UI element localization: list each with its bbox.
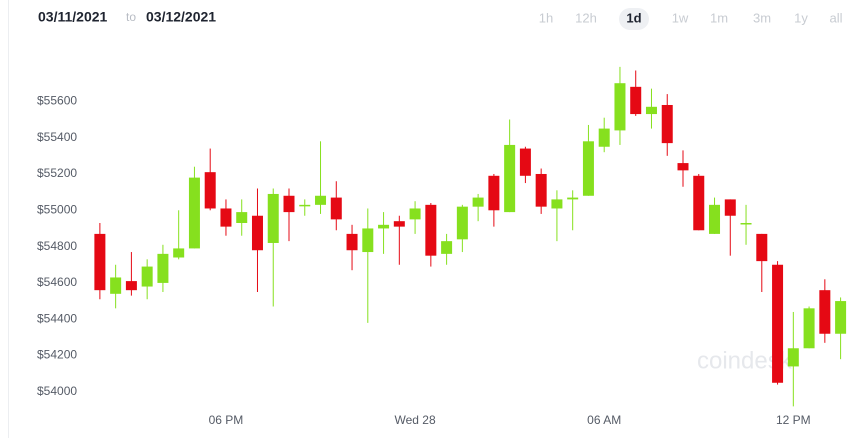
x-tick-label: 06 AM (587, 413, 621, 427)
candle-body (346, 233, 358, 251)
candle-body (582, 141, 594, 196)
x-tick-label: Wed 28 (395, 413, 436, 427)
candle-body (835, 301, 847, 334)
range-selector: 1h 12h 1d 1w 1m 3m 1y all (539, 8, 843, 30)
candle-body (567, 197, 579, 200)
candle-body (819, 290, 831, 334)
candle-body (630, 86, 642, 115)
y-tick-label: $55400 (37, 130, 77, 144)
candle-body (441, 241, 453, 254)
y-tick-label: $55600 (37, 94, 77, 108)
candle-body (519, 148, 531, 176)
candle-body (188, 177, 200, 249)
y-tick-label: $54400 (37, 311, 77, 325)
candle-body (204, 172, 216, 209)
to-word: to (126, 10, 136, 24)
candle-body (251, 215, 263, 251)
candle-body (661, 104, 673, 144)
candle-body (772, 264, 784, 383)
range-selected-bg (619, 8, 649, 30)
candle-body (787, 348, 799, 367)
candle-body (157, 253, 169, 283)
candle-body (267, 193, 279, 243)
y-tick-label: $55000 (37, 202, 77, 216)
candle-body (724, 199, 736, 216)
candle-body (125, 281, 137, 291)
candle-body (362, 228, 374, 253)
y-tick-label: $54200 (37, 348, 77, 362)
range-button[interactable]: all (829, 10, 842, 25)
range-button[interactable]: 1y (794, 10, 808, 25)
x-tick-label: 12 PM (776, 413, 811, 427)
candle-body (535, 173, 547, 207)
candle-body (709, 204, 721, 234)
candle-body (645, 106, 657, 115)
candle-body (677, 163, 689, 171)
candle-body (409, 208, 421, 220)
y-tick-label: $55200 (37, 166, 77, 180)
candle-body (393, 221, 405, 227)
candle-body (220, 208, 232, 227)
x-tick-label: 06 PM (209, 413, 244, 427)
candle-body (488, 175, 500, 211)
candle-body (236, 212, 248, 223)
candle-body (141, 266, 153, 287)
candle-body (551, 199, 563, 209)
range-button[interactable]: 1m (710, 10, 728, 25)
candle-body (504, 144, 516, 213)
range-button[interactable]: 1d (626, 10, 641, 25)
candle-body (614, 83, 626, 131)
candle-body (94, 233, 106, 291)
candle-body (378, 224, 390, 229)
candle-body (803, 308, 815, 349)
from-date: 03/11/2021 (38, 9, 108, 25)
y-tick-label: $54800 (37, 239, 77, 253)
candle-body (299, 204, 311, 207)
candle-body (456, 206, 468, 240)
candle-body (472, 197, 484, 207)
y-tick-label: $54000 (37, 384, 77, 398)
candle-body (598, 128, 610, 147)
range-button[interactable]: 12h (575, 10, 597, 25)
y-tick-label: $54600 (37, 275, 77, 289)
plot-area: coindesk$54000$54200$54400$54600$54800$5… (37, 66, 847, 427)
candle-body (756, 233, 768, 262)
candle-body (110, 277, 122, 294)
candle-body (330, 197, 342, 220)
candle-body (425, 204, 437, 256)
range-button[interactable]: 1h (539, 10, 553, 25)
candle-body (315, 195, 327, 205)
candle-body (740, 222, 752, 225)
to-date: 03/12/2021 (146, 9, 216, 25)
range-button[interactable]: 1w (672, 10, 689, 25)
candle-body (693, 175, 705, 231)
range-button[interactable]: 3m (753, 10, 771, 25)
candle-body (283, 195, 295, 213)
candle-body (173, 248, 185, 258)
